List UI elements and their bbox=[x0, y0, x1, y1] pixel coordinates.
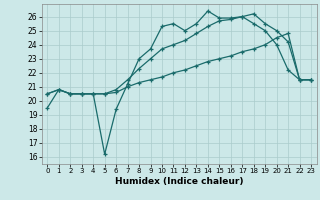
X-axis label: Humidex (Indice chaleur): Humidex (Indice chaleur) bbox=[115, 177, 244, 186]
